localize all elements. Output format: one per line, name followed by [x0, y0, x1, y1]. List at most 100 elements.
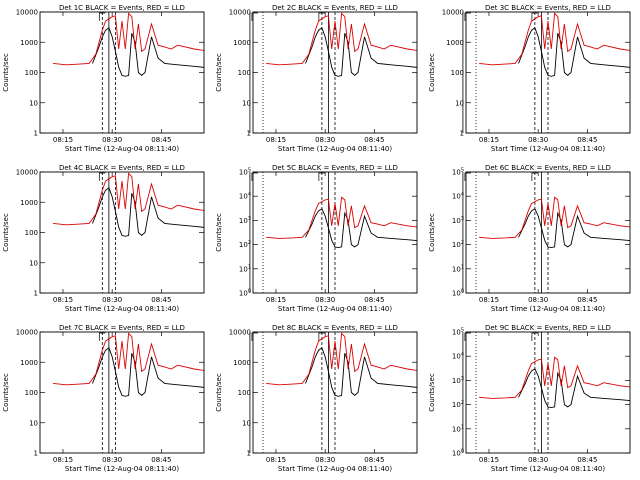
plot-frame [252, 171, 418, 294]
lld-series-line [266, 196, 417, 239]
y-tick-label: 1 [247, 130, 251, 138]
x-tick-label: 08:30 [528, 296, 548, 304]
y-tick-label: 10 [29, 259, 38, 267]
marker-bracket [251, 172, 258, 181]
plot-frame [252, 331, 418, 454]
x-axis-title: Start Time (12-Aug-04 08:11:40) [65, 145, 179, 153]
panel-det-4: Det 4C BLACK = Events, RED = LLD 1 10 100 10… [2, 164, 264, 313]
y-tick-label: 104 [452, 192, 464, 201]
x-tick-label: 08:45 [364, 296, 384, 304]
y-tick-label: 104 [239, 192, 251, 201]
y-tick-label: 1000 [446, 39, 464, 47]
panel-det-5: Det 5C BLACK = Events, RED = LLD 100 101 10… [215, 164, 477, 313]
y-tick-label: 10 [242, 99, 251, 107]
lld-series-line [266, 332, 417, 386]
lld-series-line [479, 196, 630, 239]
plot-frame [465, 331, 631, 454]
y-tick-label: 1 [34, 130, 38, 138]
panel-det-6: Det 6C BLACK = Events, RED = LLD 100 101 10… [428, 164, 640, 313]
y-tick-label: 1000 [20, 199, 38, 207]
y-tick-label: 1000 [20, 39, 38, 47]
y-tick-label: 10 [29, 419, 38, 427]
panel-title: Det 1C BLACK = Events, RED = LLD [59, 4, 185, 12]
x-tick-label: 08:45 [577, 456, 597, 464]
x-axis-title: Start Time (12-Aug-04 08:11:40) [491, 465, 605, 473]
x-tick-label: 08:15 [479, 296, 499, 304]
marker-bracket [531, 172, 538, 181]
panel-title: Det 4C BLACK = Events, RED = LLD [59, 164, 185, 172]
y-axis-title: Counts/sec [428, 213, 436, 252]
y-tick-label: 10000 [229, 9, 251, 17]
x-tick-label: 08:45 [151, 456, 171, 464]
panel-det-8: Det 8C BLACK = Events, RED = LLD 1 10 100 10… [215, 324, 477, 473]
x-tick-label: 08:30 [315, 136, 335, 144]
y-tick-label: 1 [34, 450, 38, 458]
lld-series-line [266, 12, 417, 66]
y-tick-label: 104 [452, 352, 464, 361]
y-tick-label: 100 [25, 389, 38, 397]
panel-det-3: Det 3C BLACK = Events, RED = LLD 1 10 100 10… [428, 4, 631, 153]
lld-series-line [53, 12, 204, 66]
y-tick-label: 100 [451, 69, 464, 77]
x-axis-title: Start Time (12-Aug-04 08:11:40) [65, 465, 179, 473]
y-tick-label: 10000 [229, 329, 251, 337]
y-axis-title: Counts/sec [428, 53, 436, 92]
events-series-line [519, 209, 640, 269]
marker-bracket [251, 332, 258, 341]
marker-bracket [98, 332, 106, 341]
y-tick-label: 10000 [16, 9, 38, 17]
y-tick-label: 1000 [233, 39, 251, 47]
x-axis-title: Start Time (12-Aug-04 08:11:40) [491, 305, 605, 313]
marker-bracket [464, 12, 471, 21]
x-axis-title: Start Time (12-Aug-04 08:11:40) [491, 145, 605, 153]
marker-bracket [318, 332, 325, 341]
x-tick-label: 08:30 [528, 136, 548, 144]
y-tick-label: 100 [25, 229, 38, 237]
marker-bracket [531, 332, 538, 341]
y-tick-label: 100 [238, 389, 251, 397]
y-tick-label: 100 [452, 449, 464, 458]
x-tick-label: 08:30 [102, 456, 122, 464]
plot-frame [465, 11, 631, 134]
y-tick-label: 103 [452, 216, 464, 225]
panel-title: Det 7C BLACK = Events, RED = LLD [59, 324, 185, 332]
y-axis-title: Counts/sec [215, 213, 223, 252]
y-tick-label: 103 [239, 216, 251, 225]
x-tick-label: 08:15 [479, 456, 499, 464]
lld-series-line [479, 356, 630, 399]
y-tick-label: 1000 [233, 359, 251, 367]
y-tick-label: 103 [452, 376, 464, 385]
marker-bracket [98, 172, 106, 181]
panel-title: Det 2C BLACK = Events, RED = LLD [272, 4, 398, 12]
plot-frame [39, 331, 205, 454]
x-tick-label: 08:15 [479, 136, 499, 144]
plot-frame [465, 171, 631, 294]
x-tick-label: 08:15 [266, 296, 286, 304]
plot-frame [39, 11, 205, 134]
marker-bracket [531, 12, 538, 21]
y-tick-label: 1000 [20, 359, 38, 367]
x-tick-label: 08:30 [102, 296, 122, 304]
y-axis-title: Counts/sec [215, 373, 223, 412]
x-tick-label: 08:45 [151, 296, 171, 304]
y-axis-title: Counts/sec [2, 53, 10, 92]
lld-series-line [53, 172, 204, 226]
panel-det-2: Det 2C BLACK = Events, RED = LLD 1 10 100 10… [215, 4, 477, 153]
x-tick-label: 08:15 [53, 456, 73, 464]
y-tick-label: 101 [452, 264, 464, 273]
marker-bracket [98, 12, 106, 21]
x-tick-label: 08:30 [102, 136, 122, 144]
y-tick-label: 105 [452, 168, 464, 177]
y-tick-label: 101 [239, 264, 251, 273]
panel-title: Det 6C BLACK = Events, RED = LLD [485, 164, 611, 172]
y-tick-label: 1 [247, 450, 251, 458]
y-tick-label: 10 [29, 99, 38, 107]
panel-det-9: Det 9C BLACK = Events, RED = LLD 100 101 10… [428, 324, 631, 473]
y-axis-title: Counts/sec [2, 373, 10, 412]
x-tick-label: 08:45 [577, 136, 597, 144]
marker-bracket [464, 172, 471, 181]
y-axis-title: Counts/sec [2, 213, 10, 252]
x-tick-label: 08:30 [315, 456, 335, 464]
lld-series-line [53, 332, 204, 386]
panel-title: Det 8C BLACK = Events, RED = LLD [272, 324, 398, 332]
